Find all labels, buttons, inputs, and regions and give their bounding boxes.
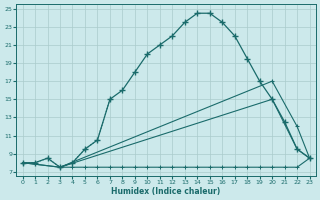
- X-axis label: Humidex (Indice chaleur): Humidex (Indice chaleur): [111, 187, 221, 196]
